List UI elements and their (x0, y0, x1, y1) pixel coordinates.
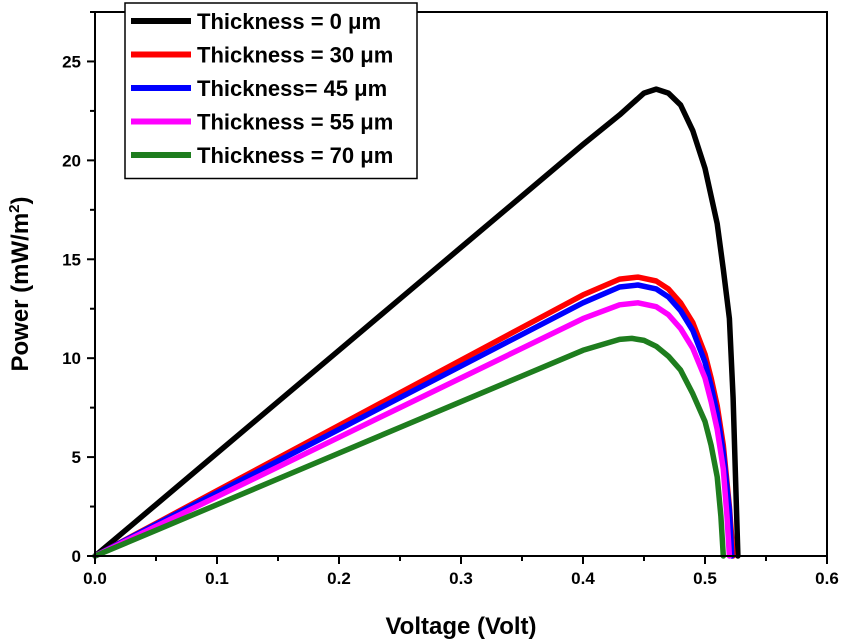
y-axis-title-superscript: 2 (6, 204, 23, 212)
plot-lines (92, 86, 741, 559)
legend-label: Thickness = 30 μm (197, 43, 393, 68)
x-tick-label: 0.4 (571, 569, 595, 588)
x-tick-label: 0.3 (449, 569, 473, 588)
x-tick-label: 0.2 (327, 569, 351, 588)
y-tick-label: 5 (72, 448, 81, 467)
series-line-0 (92, 86, 741, 559)
x-tick-label: 0.6 (815, 569, 839, 588)
y-tick-label: 15 (62, 250, 81, 269)
legend-label: Thickness = 55 μm (197, 110, 393, 135)
x-tick-label: 0.1 (205, 569, 229, 588)
x-tick-label: 0.5 (693, 569, 717, 588)
x-tick-label: 0.0 (83, 569, 107, 588)
y-axis-title-main: Power (mW/m (7, 213, 34, 372)
series-line-3 (92, 300, 733, 559)
legend-label: Thickness= 45 μm (197, 76, 387, 101)
x-axis: 0.0 0.1 0.2 0.3 0.4 0.5 0.6 (83, 556, 839, 588)
y-tick-label: 25 (62, 52, 81, 71)
series-line-2 (92, 282, 735, 559)
x-axis-title: Voltage (Volt) (385, 613, 536, 640)
y-tick-label: 0 (72, 547, 81, 566)
legend-label: Thickness = 70 μm (197, 143, 393, 168)
y-axis-title-close: ) (7, 196, 34, 204)
y-axis-title: Power (mW/m2) (6, 196, 34, 371)
y-axis: 0 5 10 15 20 25 (62, 11, 95, 566)
y-tick-label: 20 (62, 151, 81, 170)
series-line-4 (92, 335, 727, 559)
y-tick-label: 10 (62, 349, 81, 368)
legend-label: Thickness = 0 μm (197, 9, 381, 34)
legend: Thickness = 0 μm Thickness = 30 μm Thickne… (124, 2, 418, 180)
